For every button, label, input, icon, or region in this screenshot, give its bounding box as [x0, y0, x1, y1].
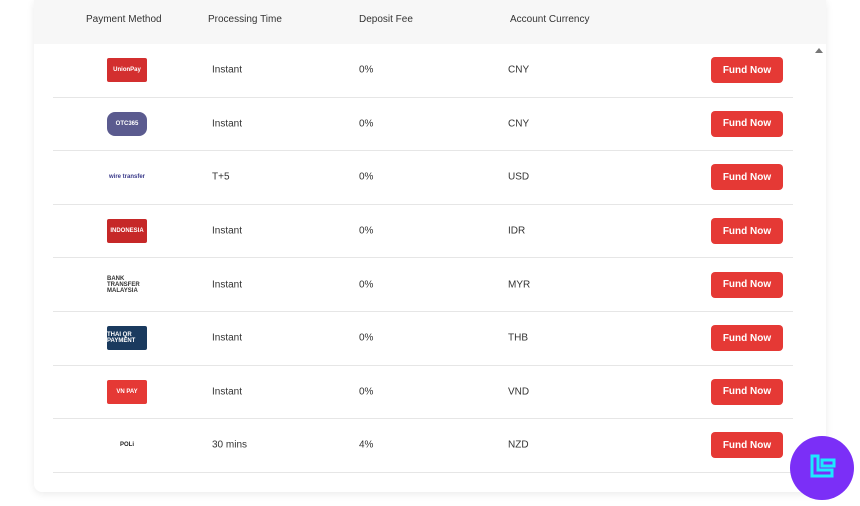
deposit-fee: 0% [359, 64, 374, 76]
header-deposit-fee: Deposit Fee [359, 14, 413, 25]
deposit-fee: 0% [359, 386, 374, 398]
logo-text: POLi [119, 442, 134, 449]
payment-logo: wire transfer [107, 165, 147, 190]
logo-text: THAI QR PAYMENT [107, 332, 136, 345]
header-account-currency: Account Currency [510, 14, 590, 25]
payment-logo: UnionPay [107, 58, 147, 83]
fund-now-button[interactable]: Fund Now [711, 164, 783, 191]
account-currency: IDR [508, 225, 526, 237]
header-payment-method: Payment Method [86, 14, 162, 25]
processing-time: Instant [212, 386, 243, 398]
deposit-fee: 0% [359, 118, 374, 130]
table-row: POLi 30 mins 4% NZD Fund Now [53, 419, 793, 473]
fund-now-button[interactable]: Fund Now [711, 218, 783, 245]
table-header: Payment Method Processing Time Deposit F… [34, 0, 826, 44]
payment-table-card [34, 0, 826, 492]
logo-text: VN PAY [116, 388, 138, 395]
processing-time: Instant [212, 118, 243, 130]
logo-text: INDONESIA [110, 228, 144, 235]
table-row: BANK TRANSFER MALAYSIA Instant 0% MYR Fu… [53, 258, 793, 312]
account-currency: CNY [508, 118, 530, 130]
account-currency: USD [508, 171, 530, 183]
account-currency: NZD [508, 439, 529, 451]
deposit-fee: 0% [359, 279, 374, 291]
logo-text: OTC365 [115, 120, 139, 127]
account-currency: CNY [508, 64, 530, 76]
header-processing-time: Processing Time [208, 14, 282, 25]
account-currency: MYR [508, 279, 531, 291]
payment-logo: VN PAY [107, 379, 147, 404]
logo-text: UnionPay [113, 67, 141, 74]
processing-time: Instant [212, 225, 243, 237]
table-row: THAI QR PAYMENT Instant 0% THB Fund Now [53, 312, 793, 366]
account-currency: VND [508, 386, 530, 398]
deposit-fee: 4% [359, 439, 374, 451]
table-row: wire transfer T+5 0% USD Fund Now [53, 151, 793, 205]
table-row: OTC365 Instant 0% CNY Fund Now [53, 98, 793, 152]
payment-logo: POLi [107, 433, 147, 458]
table-row: INDONESIA Instant 0% IDR Fund Now [53, 205, 793, 259]
processing-time: Instant [212, 332, 243, 344]
watermark-logo [790, 436, 854, 500]
fund-now-button[interactable]: Fund Now [711, 271, 783, 298]
processing-time: Instant [212, 279, 243, 291]
fund-now-button[interactable]: Fund Now [711, 432, 783, 459]
deposit-fee: 0% [359, 171, 374, 183]
payment-logo: OTC365 [107, 111, 147, 136]
payment-logo: THAI QR PAYMENT [107, 326, 147, 351]
logo-text: BANK TRANSFER MALAYSIA [107, 275, 140, 294]
fund-now-button[interactable]: Fund Now [711, 110, 783, 137]
processing-time: T+5 [212, 171, 230, 183]
deposit-fee: 0% [359, 332, 374, 344]
payment-logo: BANK TRANSFER MALAYSIA [107, 272, 147, 297]
table-row: UnionPay Instant 0% CNY Fund Now [53, 44, 793, 98]
payment-logo: INDONESIA [107, 219, 147, 244]
deposit-fee: 0% [359, 225, 374, 237]
processing-time: 30 mins [212, 439, 248, 451]
fund-now-button[interactable]: Fund Now [711, 57, 783, 84]
logo-text: wire transfer [108, 174, 145, 181]
account-currency: THB [508, 332, 528, 344]
table-row: VN PAY Instant 0% VND Fund Now [53, 366, 793, 420]
scroll-up-arrow[interactable] [815, 48, 823, 53]
fund-now-button[interactable]: Fund Now [711, 378, 783, 405]
processing-time: Instant [212, 64, 243, 76]
fund-now-button[interactable]: Fund Now [711, 325, 783, 352]
